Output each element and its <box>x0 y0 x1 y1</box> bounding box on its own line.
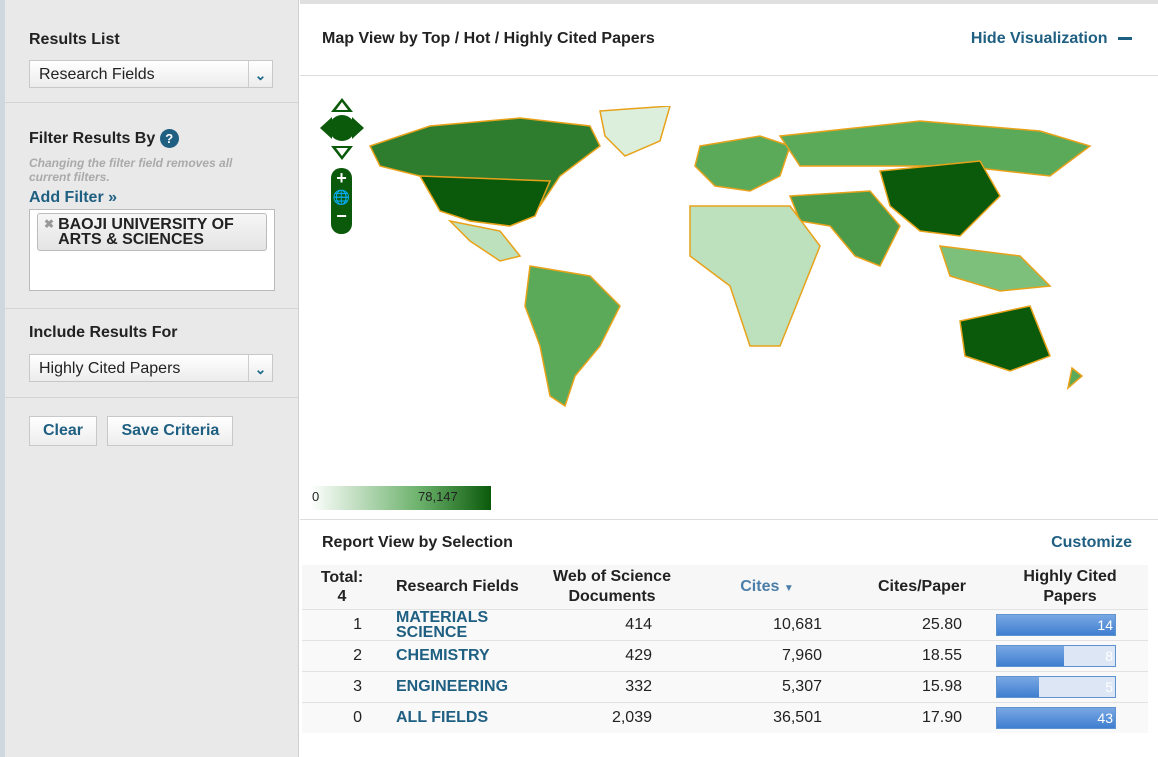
map-zoom-control[interactable]: + 🌐 − <box>331 168 352 234</box>
row-highly-cited: 14 <box>992 608 1148 640</box>
row-docs: 2,039 <box>542 701 682 733</box>
sidebar: Results List Research Fields ⌄ Filter Res… <box>0 0 299 757</box>
remove-tag-icon[interactable]: ✖ <box>44 217 55 231</box>
row-cites-per-paper: 25.80 <box>852 608 992 640</box>
row-cites: 10,681 <box>682 608 852 640</box>
col-field[interactable]: Research Fields <box>382 565 542 609</box>
africa <box>689 205 821 347</box>
row-cites: 36,501 <box>682 701 852 733</box>
results-list-value: Research Fields <box>39 66 155 83</box>
col-cites-per-paper[interactable]: Cites/Paper <box>852 565 992 609</box>
table-row: 0 ALL FIELDS 2,039 36,501 17.90 43 <box>302 701 1148 733</box>
row-field-link[interactable]: CHEMISTRY <box>382 639 542 671</box>
report-title: Report View by Selection <box>322 534 513 551</box>
russia <box>778 120 1092 177</box>
add-filter-link[interactable]: Add Filter » <box>29 189 118 206</box>
row-docs: 429 <box>542 639 682 671</box>
row-rank: 3 <box>302 670 382 702</box>
sort-desc-icon: ▼ <box>783 582 794 594</box>
south-america <box>524 265 621 408</box>
legend-min: 0 <box>312 489 320 504</box>
include-value: Highly Cited Papers <box>39 360 181 377</box>
highly-cited-bar: 8 <box>996 644 1116 667</box>
legend-max: 78,147 <box>418 489 458 504</box>
include-label: Include Results For <box>29 324 178 341</box>
bar-value: 5 <box>1105 678 1113 695</box>
globe-icon[interactable]: 🌐 <box>332 189 351 205</box>
row-field-link[interactable]: MATERIALS SCIENCE <box>382 608 542 640</box>
col-cites[interactable]: Cites ▼ <box>682 565 852 609</box>
table-row: 3 ENGINEERING 332 5,307 15.98 5 <box>302 670 1148 702</box>
chevron-down-icon: ⌄ <box>248 61 272 87</box>
results-list-label: Results List <box>29 31 120 48</box>
question-icon[interactable]: ? <box>159 129 179 148</box>
table-header: Total: 4 Research Fields Web of Science Do… <box>302 565 1148 609</box>
highly-cited-bar: 14 <box>996 613 1116 636</box>
row-cites: 7,960 <box>682 639 852 671</box>
save-criteria-button[interactable]: Save Criteria <box>107 416 234 446</box>
new-zealand <box>1066 366 1084 390</box>
row-cites-per-paper: 17.90 <box>852 701 992 733</box>
row-cites: 5,307 <box>682 670 852 702</box>
country-shapes <box>368 106 1092 408</box>
table-row: 1 MATERIALS SCIENCE 414 10,681 25.80 14 <box>302 608 1148 640</box>
row-rank: 2 <box>302 639 382 671</box>
filter-label: Filter Results By ? <box>29 129 274 148</box>
map-title: Map View by Top / Hot / Highly Cited Pap… <box>322 30 655 47</box>
results-list-select[interactable]: Research Fields ⌄ <box>29 60 273 88</box>
bar-value: 8 <box>1105 647 1113 664</box>
report-table: Total: 4 Research Fields Web of Science Do… <box>302 565 1148 733</box>
hide-visualization-link[interactable]: Hide Visualization <box>971 30 1132 48</box>
greenland <box>599 106 671 157</box>
filter-tag: ✖ BAOJI UNIVERSITY OF ARTS & SCIENCES <box>37 213 267 251</box>
col-docs[interactable]: Web of Science Documents <box>542 565 682 609</box>
europe <box>694 135 791 192</box>
row-rank: 0 <box>302 701 382 733</box>
row-highly-cited: 5 <box>992 670 1148 702</box>
highly-cited-bar: 5 <box>996 675 1116 698</box>
usa <box>418 175 552 227</box>
main-panel: Map View by Top / Hot / Highly Cited Pap… <box>300 0 1158 757</box>
include-select[interactable]: Highly Cited Papers ⌄ <box>29 354 273 382</box>
minus-icon <box>1118 37 1132 41</box>
bar-value: 43 <box>1097 709 1113 726</box>
col-total: Total: 4 <box>302 565 382 609</box>
highly-cited-bar: 43 <box>996 706 1116 729</box>
row-cites-per-paper: 15.98 <box>852 670 992 702</box>
map-pan-control[interactable] <box>320 98 364 160</box>
australia <box>959 305 1051 372</box>
zoom-in-icon[interactable]: + <box>336 168 347 188</box>
row-highly-cited: 43 <box>992 701 1148 733</box>
bar-value: 14 <box>1097 616 1113 633</box>
map-legend: 0 78,147 <box>310 486 491 510</box>
row-docs: 414 <box>542 608 682 640</box>
chevron-down-icon: ⌄ <box>248 355 272 381</box>
middle-east-india <box>788 190 901 267</box>
row-docs: 332 <box>542 670 682 702</box>
clear-button[interactable]: Clear <box>29 416 98 446</box>
bar-fill <box>997 707 1115 728</box>
table-row: 2 CHEMISTRY 429 7,960 18.55 8 <box>302 639 1148 671</box>
row-field-link[interactable]: ALL FIELDS <box>382 701 542 733</box>
filter-box[interactable]: ✖ BAOJI UNIVERSITY OF ARTS & SCIENCES <box>29 209 275 291</box>
bar-fill <box>997 676 1040 697</box>
zoom-out-icon[interactable]: − <box>336 206 347 226</box>
central-america <box>447 219 522 262</box>
row-rank: 1 <box>302 608 382 640</box>
china <box>879 160 1001 237</box>
row-highly-cited: 8 <box>992 639 1148 671</box>
col-highly-cited[interactable]: Highly Cited Papers <box>992 565 1148 609</box>
world-map[interactable]: + 🌐 − 0 78,147 <box>300 76 1158 520</box>
customize-link[interactable]: Customize <box>1051 534 1132 551</box>
bar-fill <box>997 645 1065 666</box>
bar-fill <box>997 614 1115 635</box>
row-cites-per-paper: 18.55 <box>852 639 992 671</box>
filter-note: Changing the filter field removes all cu… <box>29 156 233 184</box>
row-field-link[interactable]: ENGINEERING <box>382 670 542 702</box>
southeast-asia <box>938 245 1052 292</box>
filter-tag-label: BAOJI UNIVERSITY OF ARTS & SCIENCES <box>58 216 234 248</box>
